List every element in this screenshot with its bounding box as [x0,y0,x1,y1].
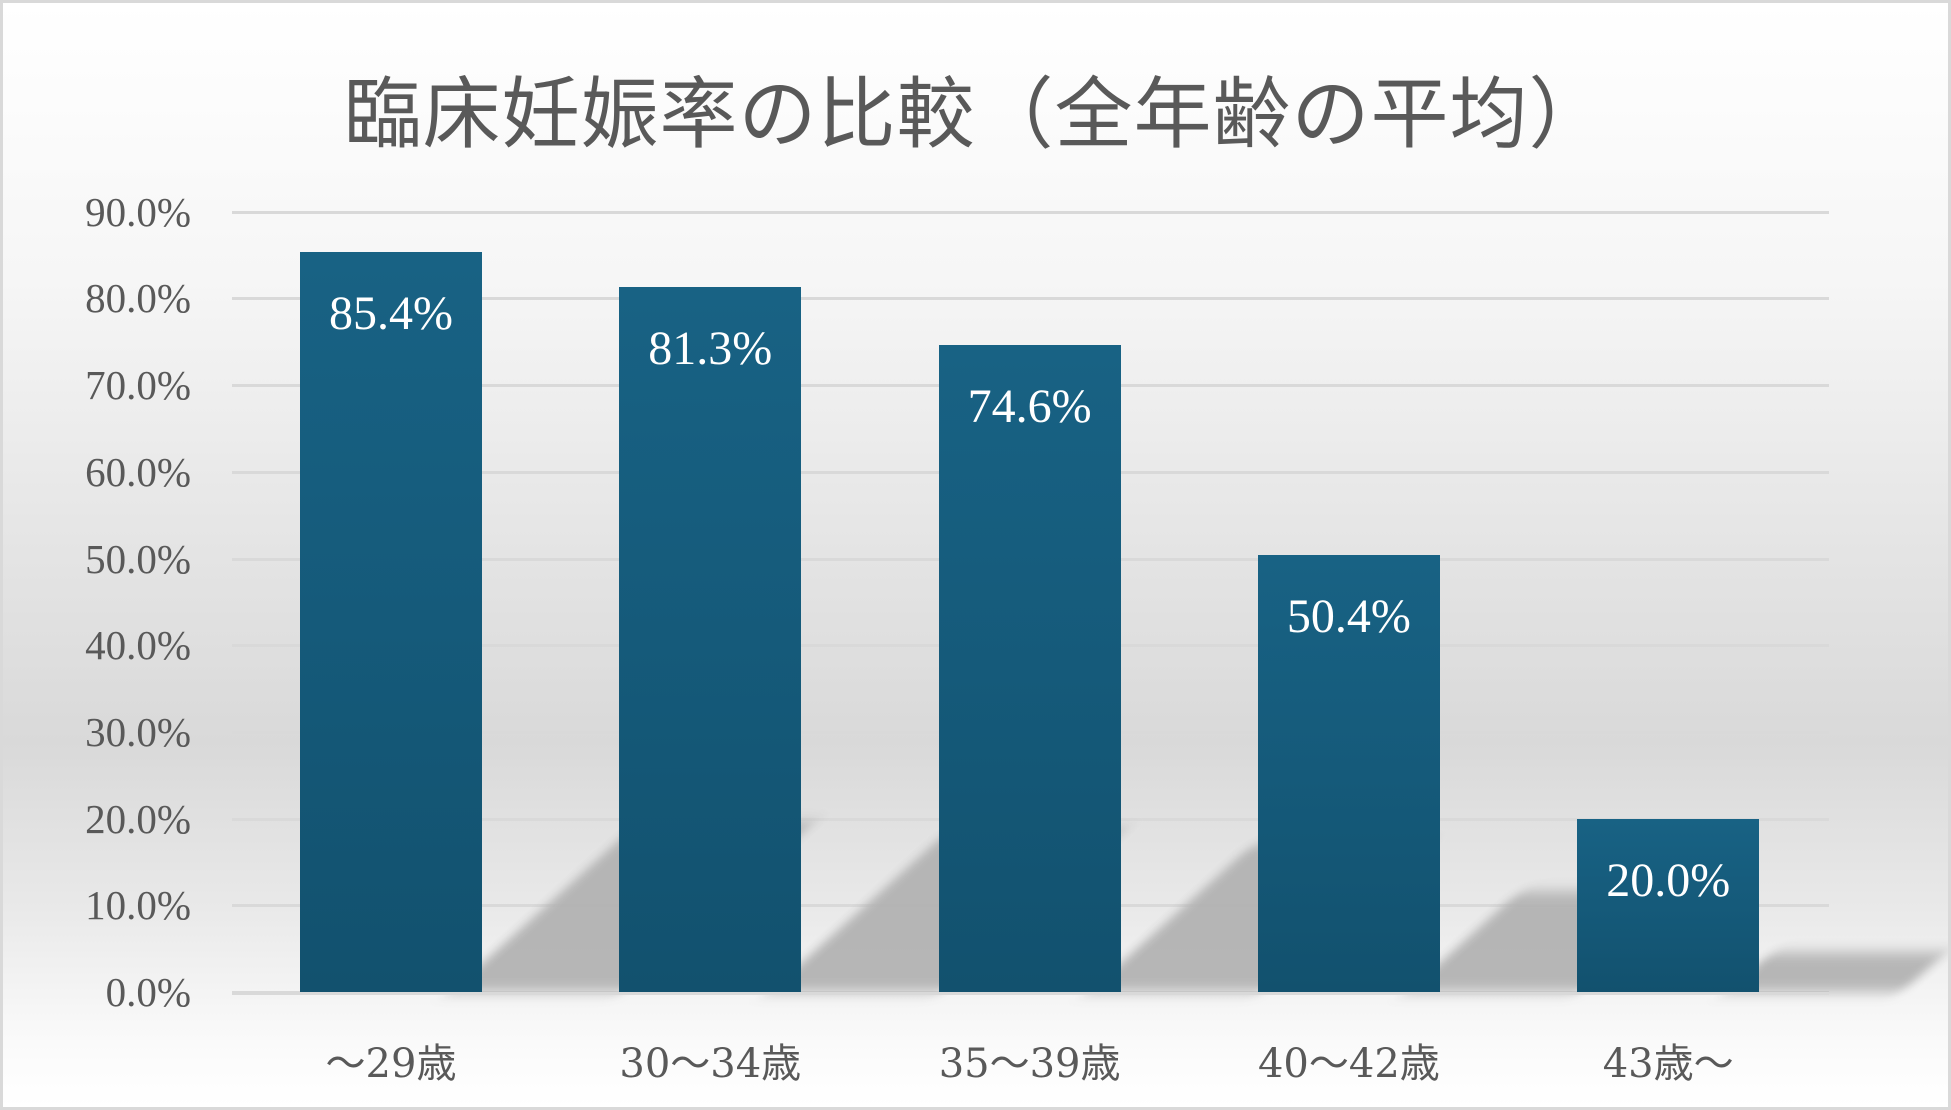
bar[interactable] [938,345,1121,992]
x-axis-line [232,992,1829,995]
x-axis-category-label: 40～42歳 [1257,1041,1440,1087]
bar-data-label: 50.4% [1286,590,1411,644]
bar-data-label: 85.4% [329,286,453,340]
y-axis-tick-label: 40.0% [85,622,191,669]
bar[interactable] [1257,555,1440,992]
bar-data-label: 20.0% [1606,853,1731,907]
bar[interactable] [619,287,802,992]
y-axis-tick-label: 80.0% [85,275,191,322]
y-axis-tick-label: 10.0% [85,882,191,929]
gridline [232,297,1829,301]
bar[interactable] [300,251,482,992]
x-axis-category-label: 43歳～ [1602,1041,1734,1087]
x-axis-category-label: 35～39歳 [938,1041,1121,1087]
chart-title: 臨床妊娠率の比較（全年齢の平均） [343,70,1608,160]
y-axis-tick-label: 60.0% [85,448,191,495]
chart-area: 臨床妊娠率の比較（全年齢の平均） 90.0% 80.0% 70.0% 60.0% 50.… [3,3,1948,1107]
plot-area: 90.0% 80.0% 70.0% 60.0% 50.0% 40.0% 30.0% 20.0%… [3,3,1948,1107]
bar-data-label: 74.6% [967,380,1092,434]
y-axis-tick-label: 30.0% [85,708,191,755]
gridline [232,210,1829,214]
y-axis-tick-label: 20.0% [85,795,191,842]
y-axis-tick-label: 90.0% [85,188,191,235]
y-axis-tick-label: 50.0% [85,535,191,582]
x-axis-category-label: ～29歳 [325,1041,457,1087]
x-axis-category-label: 30～34歳 [619,1041,802,1087]
bar-data-label: 81.3% [648,322,773,376]
y-axis-tick-label: 0.0% [105,969,191,1015]
bar-shadow [1727,952,1947,992]
bar[interactable] [1577,818,1760,992]
y-axis-tick-label: 70.0% [85,362,191,409]
